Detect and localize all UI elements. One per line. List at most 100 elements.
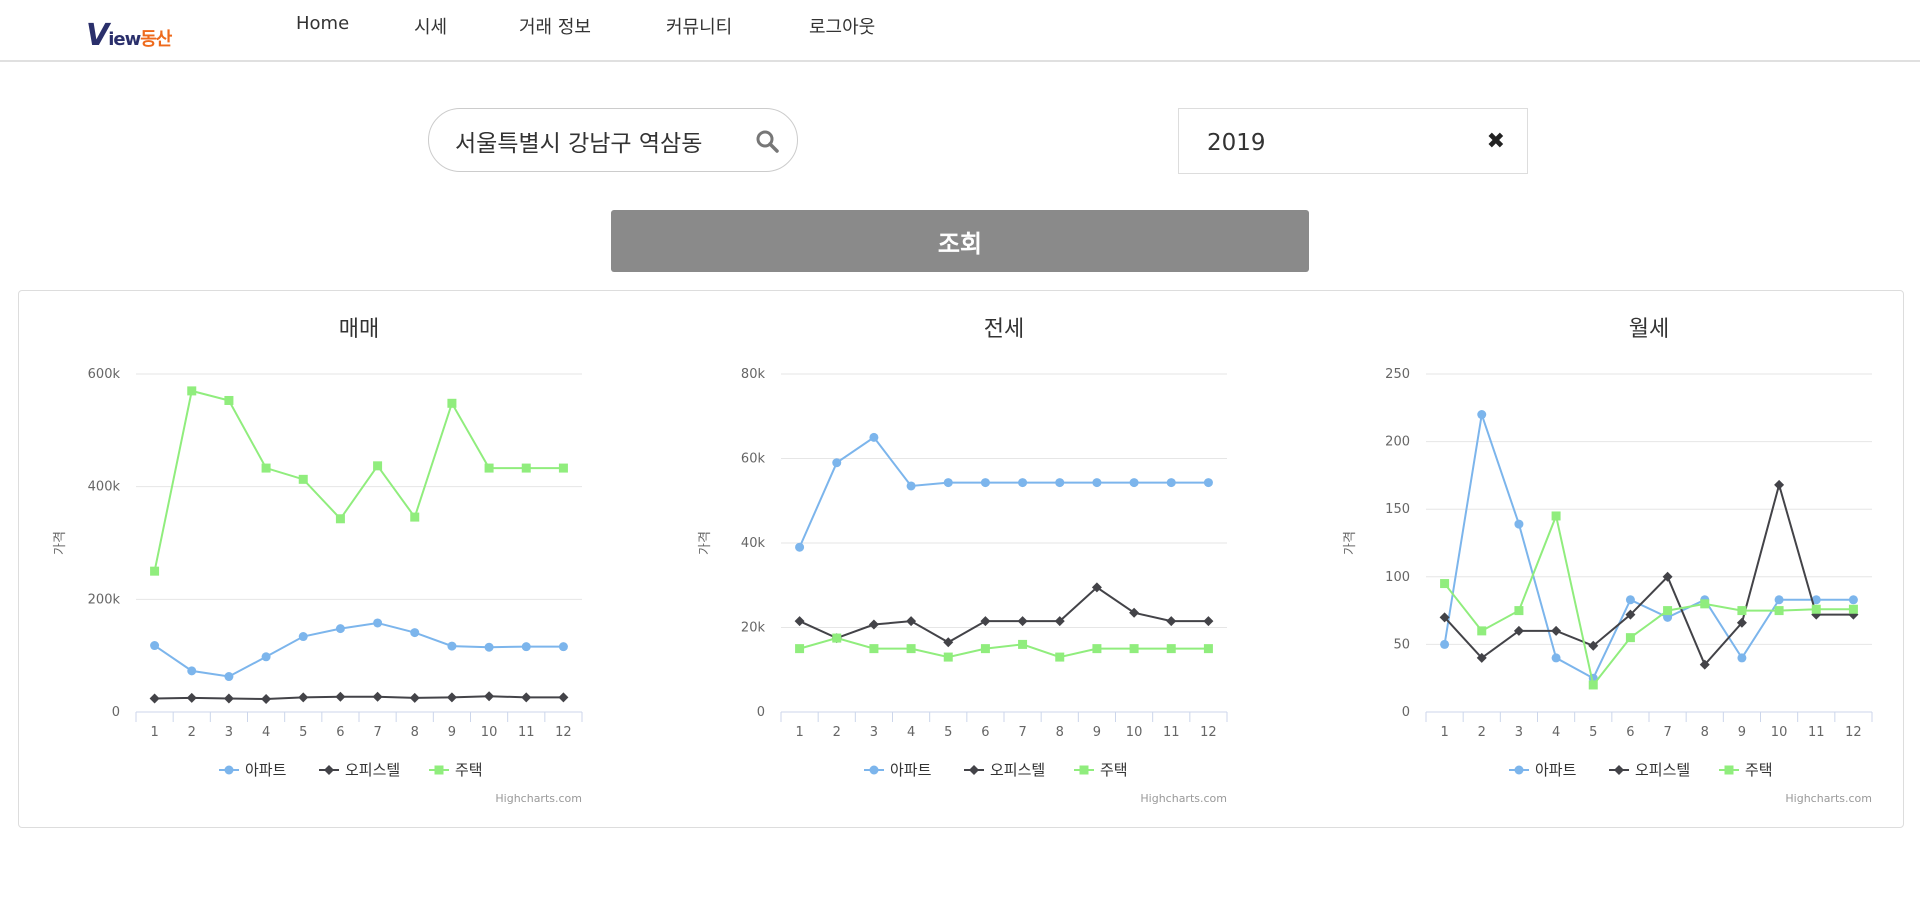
chart-sale-point[interactable] bbox=[484, 463, 494, 473]
chart-jeonse-point[interactable] bbox=[943, 478, 953, 488]
chart-jeonse-point[interactable] bbox=[1203, 616, 1214, 627]
chart-sale-legend-item[interactable]: 아파트 bbox=[219, 761, 287, 779]
chart-sale-point[interactable] bbox=[558, 642, 568, 652]
chart-sale-point[interactable] bbox=[447, 641, 457, 651]
chart-rent-point[interactable] bbox=[1848, 604, 1858, 614]
chart-rent-point[interactable] bbox=[1514, 606, 1524, 616]
chart-sale-point[interactable] bbox=[521, 463, 531, 473]
chart-rent-point[interactable] bbox=[1477, 626, 1487, 636]
chart-jeonse-point[interactable] bbox=[1054, 616, 1065, 627]
chart-sale-point[interactable] bbox=[484, 691, 495, 702]
chart-jeonse-point[interactable] bbox=[943, 652, 953, 662]
chart-jeonse-point[interactable] bbox=[794, 616, 805, 627]
chart-sale-point[interactable] bbox=[298, 632, 308, 642]
chart-sale-point[interactable] bbox=[410, 628, 420, 638]
chart-sale-point[interactable] bbox=[298, 474, 308, 484]
chart-rent-point[interactable] bbox=[1774, 595, 1784, 605]
chart-rent-legend-item[interactable]: 오피스텔 bbox=[1609, 761, 1690, 779]
chart-rent-point[interactable] bbox=[1476, 652, 1487, 663]
chart-sale-point[interactable] bbox=[261, 652, 271, 662]
chart-rent-point[interactable] bbox=[1588, 680, 1598, 690]
chart-jeonse-point[interactable] bbox=[1055, 478, 1065, 488]
chart-rent-point[interactable] bbox=[1811, 595, 1821, 605]
chart-jeonse-point[interactable] bbox=[1203, 644, 1213, 654]
chart-jeonse-point[interactable] bbox=[906, 616, 917, 627]
chart-rent-point[interactable] bbox=[1700, 599, 1710, 609]
chart-rent-point[interactable] bbox=[1774, 606, 1784, 616]
chart-sale-point[interactable] bbox=[373, 618, 383, 628]
chart-rent-point[interactable] bbox=[1774, 479, 1785, 490]
chart-rent-point[interactable] bbox=[1551, 511, 1561, 521]
chart-sale-point[interactable] bbox=[224, 672, 234, 682]
nav-trade-info[interactable]: 거래 정보 bbox=[519, 17, 591, 38]
search-icon[interactable] bbox=[755, 129, 779, 153]
chart-rent-point[interactable] bbox=[1699, 659, 1710, 670]
nav-price[interactable]: 시세 bbox=[414, 17, 448, 38]
chart-sale-point[interactable] bbox=[372, 691, 383, 702]
query-button[interactable]: 조회 bbox=[611, 210, 1309, 272]
chart-sale-point[interactable] bbox=[187, 386, 197, 396]
chart-jeonse-point[interactable] bbox=[1166, 616, 1177, 627]
chart-rent-point[interactable] bbox=[1662, 571, 1673, 582]
chart-sale-point[interactable] bbox=[186, 692, 197, 703]
chart-jeonse-point[interactable] bbox=[943, 637, 954, 648]
chart-rent-point[interactable] bbox=[1737, 653, 1747, 663]
chart-jeonse-point[interactable] bbox=[906, 481, 916, 491]
chart-jeonse-point[interactable] bbox=[1091, 582, 1102, 593]
chart-jeonse-point[interactable] bbox=[980, 478, 990, 488]
chart-jeonse-point[interactable] bbox=[1129, 478, 1139, 488]
chart-jeonse-point[interactable] bbox=[1129, 644, 1139, 654]
chart-jeonse-point[interactable] bbox=[1017, 616, 1028, 627]
chart-jeonse-point[interactable] bbox=[869, 432, 879, 442]
chart-rent-point[interactable] bbox=[1625, 633, 1635, 643]
chart-rent-legend-item[interactable]: 주택 bbox=[1719, 761, 1773, 779]
chart-jeonse-point[interactable] bbox=[868, 619, 879, 630]
chart-rent-point[interactable] bbox=[1737, 606, 1747, 616]
chart-sale-point[interactable] bbox=[521, 642, 531, 652]
chart-rent-point[interactable] bbox=[1440, 639, 1450, 649]
chart-sale-point[interactable] bbox=[484, 642, 494, 652]
chart-rent-point[interactable] bbox=[1588, 640, 1599, 651]
chart-jeonse-point[interactable] bbox=[1203, 478, 1213, 488]
chart-jeonse-legend-item[interactable]: 아파트 bbox=[864, 761, 932, 779]
nav-logout[interactable]: 로그아웃 bbox=[809, 17, 876, 38]
chart-jeonse-point[interactable] bbox=[1092, 644, 1102, 654]
chart-sale-point[interactable] bbox=[335, 624, 345, 634]
chart-sale-point[interactable] bbox=[409, 692, 420, 703]
chart-sale-point[interactable] bbox=[261, 694, 272, 705]
chart-jeonse-credits[interactable]: Highcharts.com bbox=[1140, 792, 1227, 805]
chart-jeonse-legend-item[interactable]: 오피스텔 bbox=[964, 761, 1045, 779]
chart-jeonse-point[interactable] bbox=[1055, 652, 1065, 662]
chart-jeonse-point[interactable] bbox=[795, 644, 805, 654]
chart-sale-point[interactable] bbox=[224, 395, 234, 405]
chart-rent-point[interactable] bbox=[1848, 595, 1858, 605]
chart-sale-credits[interactable]: Highcharts.com bbox=[495, 792, 582, 805]
chart-rent-point[interactable] bbox=[1477, 410, 1487, 420]
chart-sale-point[interactable] bbox=[150, 641, 160, 651]
chart-sale-point[interactable] bbox=[187, 666, 197, 676]
chart-rent-point[interactable] bbox=[1551, 625, 1562, 636]
chart-jeonse-point[interactable] bbox=[1018, 639, 1028, 649]
clear-icon[interactable]: ✖ bbox=[1486, 129, 1505, 154]
chart-rent-point[interactable] bbox=[1514, 519, 1524, 529]
chart-jeonse-point[interactable] bbox=[1129, 607, 1140, 618]
chart-jeonse-legend-item[interactable]: 주택 bbox=[1074, 761, 1128, 779]
chart-rent-point[interactable] bbox=[1439, 612, 1450, 623]
chart-sale-point[interactable] bbox=[410, 512, 420, 522]
chart-sale-point[interactable] bbox=[335, 514, 345, 524]
chart-rent-point[interactable] bbox=[1736, 617, 1747, 628]
chart-sale-point[interactable] bbox=[335, 691, 346, 702]
chart-jeonse-point[interactable] bbox=[1166, 644, 1176, 654]
chart-sale-legend-item[interactable]: 오피스텔 bbox=[319, 761, 400, 779]
chart-sale-point[interactable] bbox=[223, 693, 234, 704]
chart-jeonse-point[interactable] bbox=[795, 542, 805, 552]
logo[interactable]: View동산 bbox=[86, 18, 172, 53]
chart-rent-point[interactable] bbox=[1625, 609, 1636, 620]
chart-sale-point[interactable] bbox=[261, 463, 271, 473]
chart-jeonse-point[interactable] bbox=[832, 458, 842, 468]
chart-rent-legend-item[interactable]: 아파트 bbox=[1509, 761, 1577, 779]
year-input[interactable] bbox=[1205, 125, 1449, 161]
chart-jeonse-point[interactable] bbox=[906, 644, 916, 654]
chart-sale-point[interactable] bbox=[558, 692, 569, 703]
chart-rent-point[interactable] bbox=[1663, 606, 1673, 616]
